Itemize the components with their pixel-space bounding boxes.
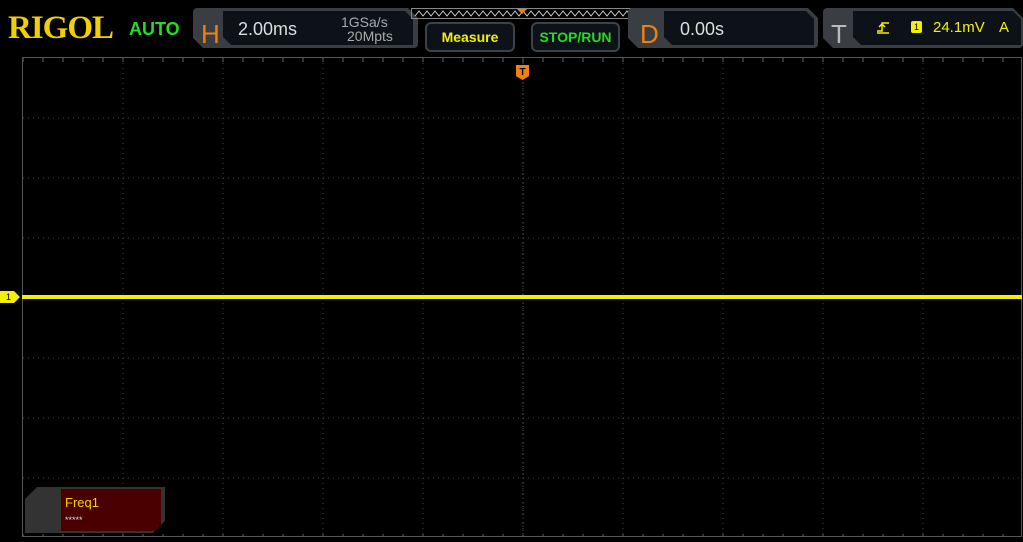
rising-edge-icon	[876, 20, 890, 34]
rigol-logo: RIGOL	[8, 10, 114, 46]
timebase-value: 2.00ms	[238, 19, 298, 39]
trigger-position-icon	[517, 9, 527, 14]
trigger-panel[interactable]: T 1 24.1mV A	[823, 8, 1023, 48]
measure-button[interactable]: Measure	[425, 22, 515, 52]
delay-label: D	[640, 19, 659, 49]
trigger-marker[interactable]: T	[516, 65, 529, 80]
trigger-source: 1	[911, 21, 922, 33]
channel-1-trace	[22, 295, 1022, 299]
measurement-freq1[interactable]: Freq1 *****	[25, 487, 165, 533]
delay-value: 0.00s	[680, 19, 725, 39]
horizontal-label: H	[201, 19, 220, 49]
delay-panel[interactable]: D 0.00s	[628, 8, 818, 48]
memory-waveform-overview	[411, 8, 634, 19]
stop-run-button[interactable]: STOP/RUN	[531, 22, 620, 52]
horizontal-panel[interactable]: H 2.00ms 1GSa/s 20Mpts	[193, 8, 418, 48]
acquisition-mode: AUTO	[129, 19, 180, 39]
measurement-value: *****	[65, 515, 83, 525]
waveform-grid	[22, 57, 1022, 537]
sample-rate: 1GSa/s	[341, 14, 388, 30]
memory-depth: 20Mpts	[347, 28, 393, 44]
trigger-level: 24.1mV	[933, 19, 985, 36]
channel-1-marker[interactable]: 1	[0, 291, 20, 303]
measurement-name: Freq1	[65, 495, 99, 510]
trigger-label: T	[831, 19, 847, 49]
trigger-sweep: A	[999, 19, 1010, 36]
